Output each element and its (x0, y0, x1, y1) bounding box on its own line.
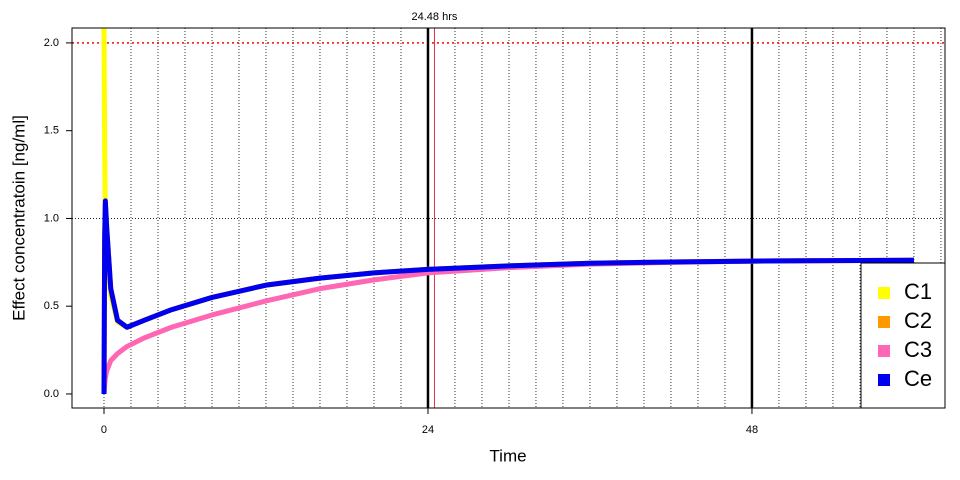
legend-label: C1 (904, 279, 932, 304)
y-tick-label: 2.0 (44, 37, 59, 49)
y-tick-label: 0.5 (44, 300, 59, 312)
legend-swatch (878, 316, 890, 328)
legend-swatch (878, 287, 890, 299)
series-line (101, 198, 914, 394)
legend-label: C3 (904, 337, 932, 362)
y-tick-label: 1.0 (44, 212, 59, 224)
legend-label: Ce (904, 366, 932, 391)
x-tick-label: 24 (422, 424, 434, 436)
legend-swatch (878, 345, 890, 357)
legend-label: C2 (904, 308, 932, 333)
x-tick-label: 0 (101, 424, 107, 436)
marker-label: 24.48 hrs (412, 11, 458, 23)
plot-frame (71, 27, 946, 409)
y-axis-label: Effect concentratoin [ng/ml] (9, 115, 28, 321)
y-tick-label: 0.0 (44, 388, 59, 400)
legend-swatch (878, 374, 890, 386)
x-axis-label: Time (489, 446, 526, 465)
legend-box (860, 262, 946, 409)
y-tick-label: 1.5 (44, 125, 59, 137)
x-tick-label: 48 (746, 424, 758, 436)
